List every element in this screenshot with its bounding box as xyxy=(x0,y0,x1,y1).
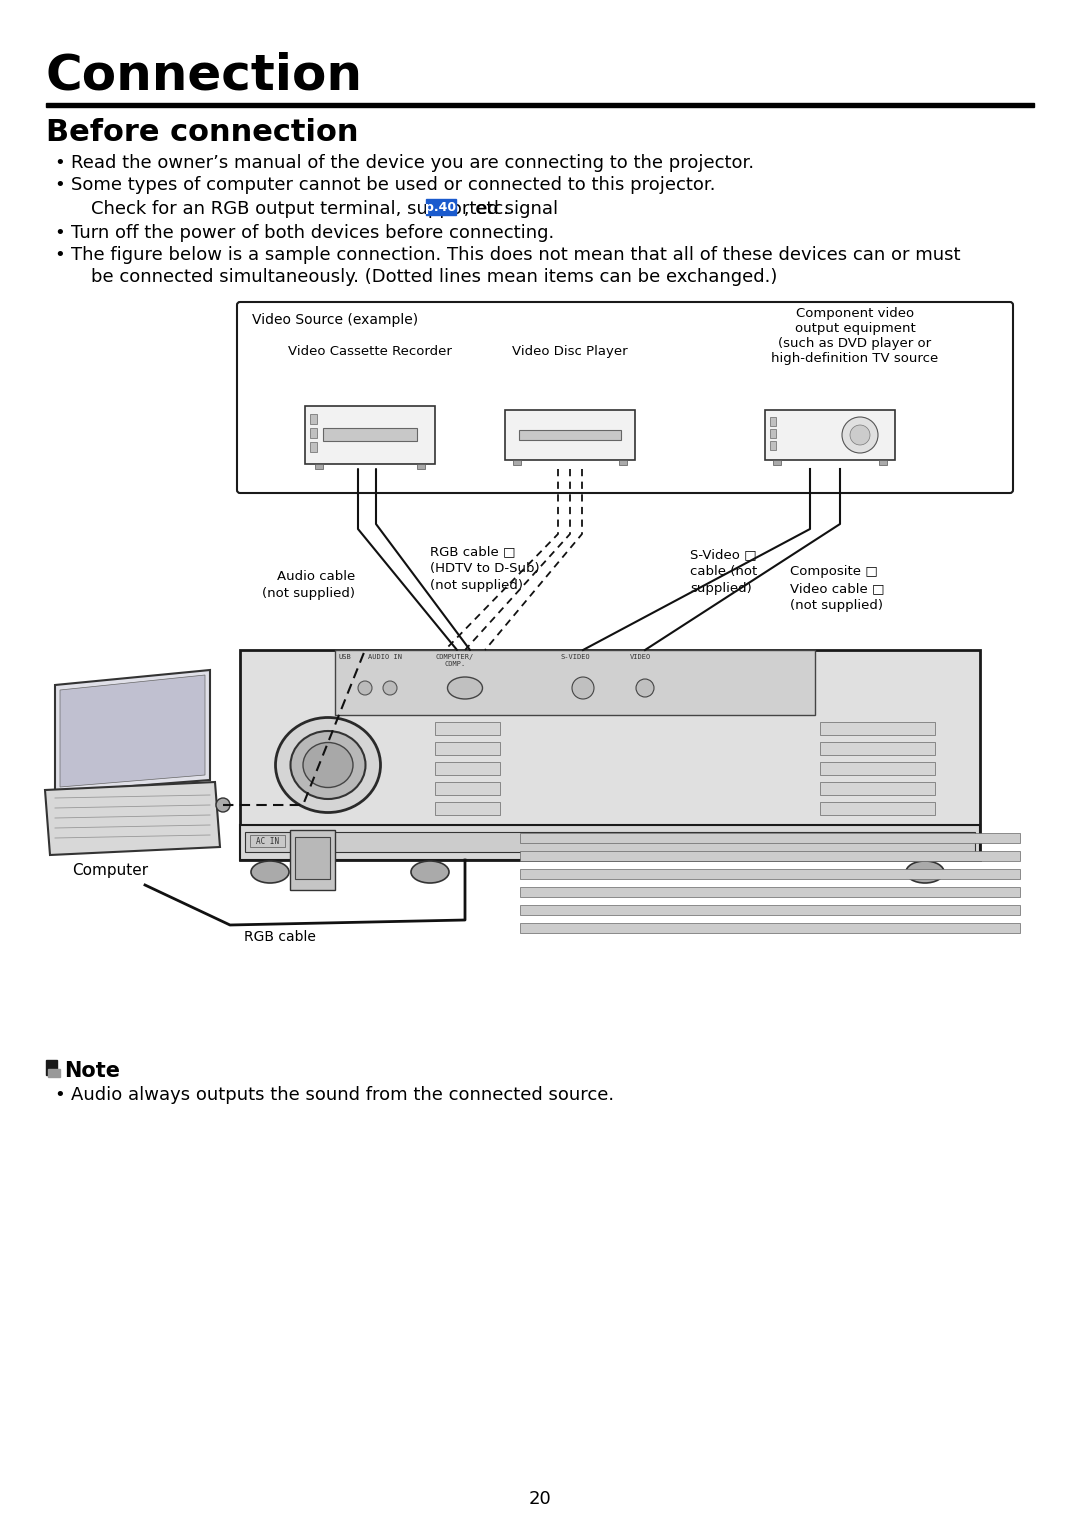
Text: Video Cassette Recorder: Video Cassette Recorder xyxy=(288,346,451,358)
Text: •: • xyxy=(54,154,65,171)
Circle shape xyxy=(383,680,397,696)
Text: VIDEO: VIDEO xyxy=(630,654,650,661)
Bar xyxy=(46,1060,57,1075)
Polygon shape xyxy=(55,670,210,792)
Bar xyxy=(435,761,500,775)
Bar xyxy=(240,826,980,859)
Text: Before connection: Before connection xyxy=(46,118,359,147)
Text: p.40: p.40 xyxy=(426,200,457,214)
Bar xyxy=(249,835,285,847)
Bar xyxy=(291,830,335,890)
Bar xyxy=(310,414,318,424)
Bar xyxy=(820,761,935,775)
Text: Note: Note xyxy=(64,1061,120,1081)
Bar xyxy=(519,430,621,440)
Bar xyxy=(240,650,980,859)
Text: •: • xyxy=(54,225,65,242)
Text: The figure below is a sample connection. This does not mean that all of these de: The figure below is a sample connection.… xyxy=(71,246,960,265)
Bar xyxy=(513,460,521,465)
Text: S-Video □
cable (not
supplied): S-Video □ cable (not supplied) xyxy=(690,547,757,595)
Ellipse shape xyxy=(447,677,483,699)
Bar xyxy=(770,430,777,437)
Ellipse shape xyxy=(251,861,289,884)
Text: RGB cable □
(HDTV to D-Sub)
(not supplied): RGB cable □ (HDTV to D-Sub) (not supplie… xyxy=(430,544,540,592)
Circle shape xyxy=(357,680,372,696)
Bar xyxy=(505,410,635,460)
Bar xyxy=(519,833,1020,842)
Bar xyxy=(519,852,1020,861)
Bar xyxy=(435,803,500,815)
Circle shape xyxy=(572,677,594,699)
Text: Audio cable
(not supplied): Audio cable (not supplied) xyxy=(262,570,355,599)
Text: Composite □
Video cable □
(not supplied): Composite □ Video cable □ (not supplied) xyxy=(789,566,885,612)
Bar xyxy=(770,417,777,427)
Bar xyxy=(435,722,500,735)
Circle shape xyxy=(636,679,654,697)
Text: Read the owner’s manual of the device you are connecting to the projector.: Read the owner’s manual of the device yo… xyxy=(71,154,754,171)
Text: •: • xyxy=(54,1086,65,1104)
Text: COMPUTER/
COMP.: COMPUTER/ COMP. xyxy=(436,654,474,667)
Bar xyxy=(765,410,895,460)
Bar xyxy=(48,1069,60,1076)
Bar xyxy=(315,463,323,469)
Ellipse shape xyxy=(411,861,449,884)
Bar xyxy=(773,460,781,465)
Bar xyxy=(245,832,975,852)
Text: Audio always outputs the sound from the connected source.: Audio always outputs the sound from the … xyxy=(71,1086,615,1104)
Bar xyxy=(295,836,330,879)
Bar xyxy=(310,442,318,453)
Ellipse shape xyxy=(303,743,353,787)
Bar xyxy=(519,868,1020,879)
Text: S-VIDEO: S-VIDEO xyxy=(561,654,590,661)
Text: AC IN: AC IN xyxy=(256,836,280,846)
Circle shape xyxy=(850,425,870,445)
Polygon shape xyxy=(60,674,205,787)
Text: •: • xyxy=(54,176,65,194)
Text: Video Disc Player: Video Disc Player xyxy=(512,346,627,358)
Bar xyxy=(879,460,887,465)
Bar xyxy=(426,199,456,216)
Bar xyxy=(820,781,935,795)
Text: Check for an RGB output terminal, supported signal: Check for an RGB output terminal, suppor… xyxy=(91,200,564,219)
Bar xyxy=(417,463,426,469)
Bar xyxy=(435,781,500,795)
Bar xyxy=(820,742,935,755)
Text: 20: 20 xyxy=(528,1489,552,1508)
Text: be connected simultaneously. (Dotted lines mean items can be exchanged.): be connected simultaneously. (Dotted lin… xyxy=(91,268,778,286)
Bar xyxy=(820,803,935,815)
Circle shape xyxy=(216,798,230,812)
Text: AUDIO IN: AUDIO IN xyxy=(368,654,402,661)
Bar xyxy=(820,722,935,735)
Polygon shape xyxy=(45,781,220,855)
Bar xyxy=(305,407,435,463)
Bar xyxy=(770,440,777,450)
Text: USB: USB xyxy=(339,654,351,661)
Ellipse shape xyxy=(906,861,944,884)
Text: Some types of computer cannot be used or connected to this projector.: Some types of computer cannot be used or… xyxy=(71,176,715,194)
Text: Computer: Computer xyxy=(72,862,148,878)
Bar xyxy=(435,742,500,755)
Text: Video Source (example): Video Source (example) xyxy=(252,313,418,327)
Bar xyxy=(619,460,627,465)
Text: Connection: Connection xyxy=(46,52,363,99)
Bar xyxy=(519,905,1020,914)
Bar xyxy=(46,102,1034,107)
Ellipse shape xyxy=(291,731,365,800)
Text: Component video
output equipment
(such as DVD player or
high-definition TV sourc: Component video output equipment (such a… xyxy=(771,307,939,365)
Text: Turn off the power of both devices before connecting.: Turn off the power of both devices befor… xyxy=(71,225,554,242)
Bar xyxy=(335,650,815,716)
Bar xyxy=(519,887,1020,898)
Bar xyxy=(310,428,318,437)
FancyBboxPatch shape xyxy=(237,303,1013,492)
Text: •: • xyxy=(54,246,65,265)
Bar xyxy=(323,428,417,440)
Text: RGB cable: RGB cable xyxy=(244,930,316,943)
Ellipse shape xyxy=(275,717,380,812)
Bar xyxy=(519,924,1020,933)
Circle shape xyxy=(842,417,878,453)
Text: , etc.: , etc. xyxy=(458,200,509,219)
